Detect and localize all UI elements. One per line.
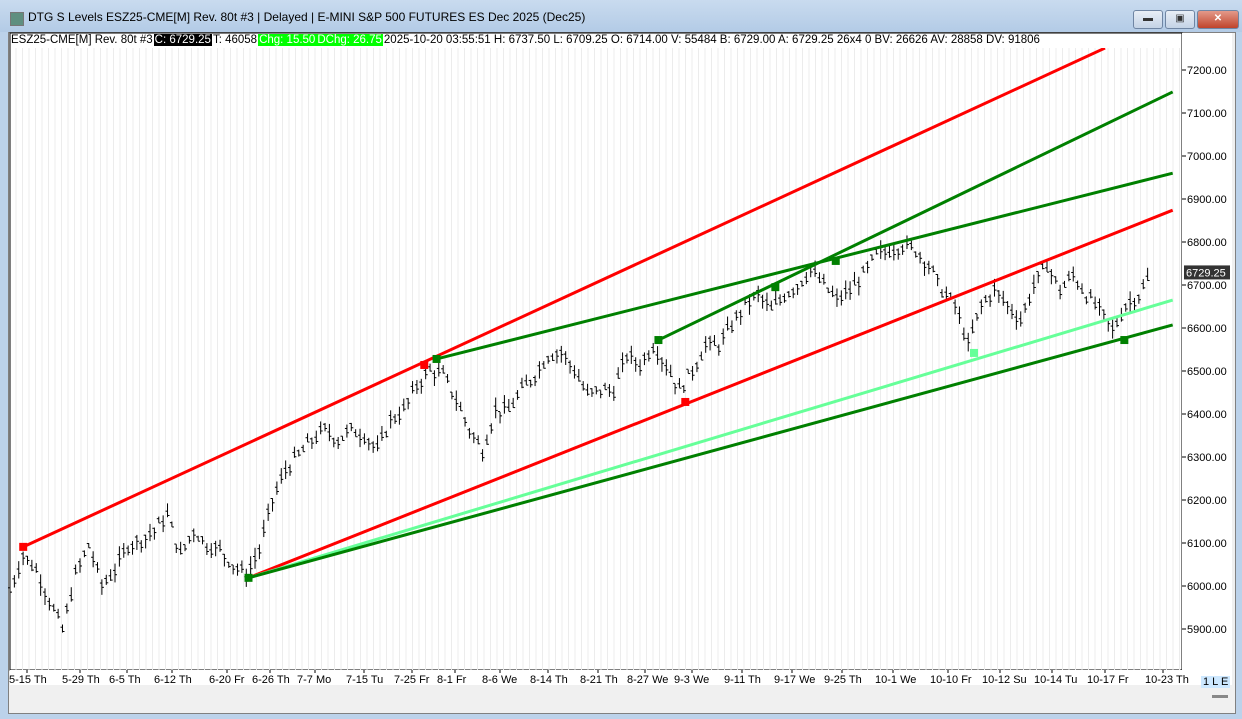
time-axis: [10, 670, 1232, 685]
anchor-marker: [420, 360, 429, 369]
daily-change-value: DChg: 26.75: [316, 34, 383, 46]
x-tick-label: 6-5 Th: [109, 674, 141, 686]
y-tick-label: 6600.00: [1187, 323, 1227, 335]
x-tick-label: 8-14 Th: [530, 674, 568, 686]
scroll-area: [9, 686, 1233, 711]
y-tick-label: 6100.00: [1187, 538, 1227, 550]
trendline: [436, 171, 1174, 361]
anchor-marker: [19, 542, 28, 551]
x-tick-label: 7-15 Tu: [346, 674, 383, 686]
status-label[interactable]: 1 L E: [1201, 676, 1231, 688]
anchor-marker: [432, 354, 441, 363]
trendline: [247, 208, 1174, 580]
x-tick-label: 10-12 Su: [982, 674, 1027, 686]
x-tick-label: 7-25 Fr: [394, 674, 430, 686]
trendline: [248, 323, 1174, 580]
y-tick-label: 7200.00: [1187, 65, 1227, 77]
x-tick-label: 7-7 Mo: [297, 674, 331, 686]
y-tick-label: 6200.00: [1187, 495, 1227, 507]
plot-area: [9, 32, 1183, 671]
window-title: DTG S Levels ESZ25-CME[M] Rev. 80t #3 | …: [28, 10, 586, 24]
minimize-button[interactable]: ▬: [1133, 10, 1163, 29]
x-tick-label: 5-15 Th: [9, 674, 47, 686]
quote-details: 2025-10-20 03:55:51 H: 6737.50 L: 6709.2…: [383, 34, 1040, 46]
anchor-marker: [831, 256, 840, 265]
x-tick-label: 9-11 Th: [724, 674, 761, 686]
current-price-box: [1184, 265, 1230, 280]
change-value: Chg: 15.50: [258, 34, 317, 46]
x-tick-label: 9-17 We: [774, 674, 815, 686]
symbol-label: ESZ25-CME[M] Rev. 80t #3: [11, 34, 153, 46]
x-tick-label: 6-12 Th: [154, 674, 192, 686]
y-tick-label: 6700.00: [1187, 280, 1227, 292]
trendline: [657, 90, 1174, 342]
y-tick-label: 7100.00: [1187, 108, 1227, 120]
x-tick-label: 8-21 Th: [580, 674, 618, 686]
anchor-marker: [970, 348, 978, 357]
y-tick-label: 6000.00: [1187, 581, 1227, 593]
y-tick-label: 6400.00: [1187, 409, 1227, 421]
x-tick-label: 9-3 We: [674, 674, 709, 686]
current-price-label: 6729.25: [1186, 267, 1226, 279]
x-tick-label: 10-1 We: [875, 674, 916, 686]
trendline: [22, 48, 1106, 549]
trendline: [248, 298, 1174, 580]
x-tick-label: 6-26 Th: [252, 674, 290, 686]
info-bar: ESZ25-CME[M] Rev. 80t #3 C: 6729.25 T: 460…: [10, 33, 1041, 47]
scroll-handle: [1212, 695, 1228, 698]
x-tick-label: 6-20 Fr: [209, 674, 245, 686]
x-tick-label: 5-29 Th: [62, 674, 100, 686]
y-tick-label: 6900.00: [1187, 194, 1227, 206]
x-tick-label: 10-23 Th: [1145, 674, 1189, 686]
title-bar: DTG S Levels ESZ25-CME[M] Rev. 80t #3 | …: [0, 0, 1242, 32]
y-tick-label: 6500.00: [1187, 366, 1227, 378]
price-axis: [1182, 33, 1232, 670]
y-tick-label: 5900.00: [1187, 624, 1227, 636]
anchor-marker: [771, 283, 780, 292]
anchor-marker: [1120, 336, 1129, 345]
x-tick-label: 8-1 Fr: [437, 674, 467, 686]
anchor-marker: [244, 573, 253, 582]
anchor-marker: [654, 336, 663, 345]
x-tick-label: 9-25 Th: [824, 674, 862, 686]
x-tick-label: 8-27 We: [627, 674, 668, 686]
tick-count: T: 46058: [212, 34, 258, 46]
x-tick-label: 10-10 Fr: [930, 674, 972, 686]
x-tick-label: 10-17 Fr: [1087, 674, 1129, 686]
app-icon: [10, 12, 24, 26]
x-tick-label: 10-14 Tu: [1034, 674, 1077, 686]
y-tick-label: 7000.00: [1187, 151, 1227, 163]
y-tick-label: 6300.00: [1187, 452, 1227, 464]
maximize-button[interactable]: ▣: [1165, 10, 1195, 29]
anchor-marker: [681, 397, 690, 406]
x-tick-label: 8-6 We: [482, 674, 517, 686]
close-button[interactable]: ✕: [1197, 10, 1239, 29]
close-price: C: 6729.25: [153, 34, 212, 46]
y-tick-label: 6800.00: [1187, 237, 1227, 249]
